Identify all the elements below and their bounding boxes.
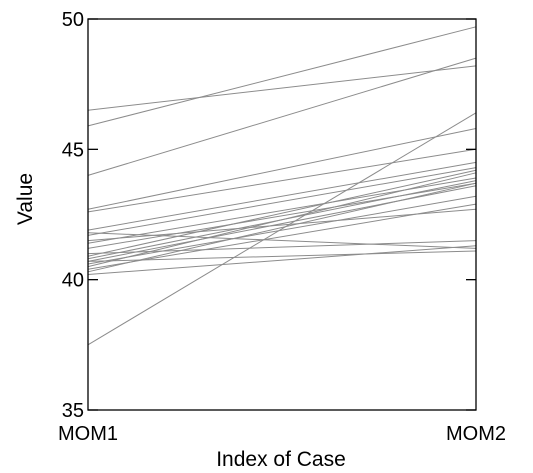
- case-line-13: [87, 169, 477, 257]
- y-tick-label: 50: [62, 9, 84, 31]
- case-line-4: [87, 128, 477, 210]
- y-axis-title: Value: [14, 173, 37, 225]
- case-line-11: [87, 182, 477, 249]
- case-line-8: [87, 167, 477, 236]
- case-line-2: [87, 26, 477, 127]
- case-line-6: [87, 161, 477, 231]
- x-tick-label: MOM2: [446, 423, 506, 445]
- case-line-19: [87, 203, 477, 270]
- case-line-16: [87, 250, 477, 262]
- y-tick-label: 35: [62, 400, 84, 422]
- case-line-10: [87, 177, 477, 244]
- case-line-3: [87, 57, 477, 176]
- case-line-18: [87, 172, 477, 268]
- y-tick-label: 45: [62, 139, 84, 161]
- y-tick-label: 40: [62, 270, 84, 292]
- x-tick-labels: MOM1 MOM2: [58, 423, 506, 445]
- plot-frame: [87, 18, 477, 411]
- axis-ticks: [88, 18, 476, 411]
- x-axis-title: Index of Case: [216, 448, 346, 471]
- case-line-21: [87, 245, 477, 275]
- case-line-5: [87, 148, 477, 213]
- x-tick-label: MOM1: [58, 423, 118, 445]
- case-line-17: [87, 195, 477, 265]
- case-line-20: [87, 182, 477, 273]
- case-line-1: [87, 65, 477, 111]
- y-tick-labels: 35 40 45 50: [62, 9, 84, 422]
- case-line-22: [87, 112, 477, 346]
- case-lines: [87, 26, 477, 346]
- case-line-7: [87, 232, 477, 249]
